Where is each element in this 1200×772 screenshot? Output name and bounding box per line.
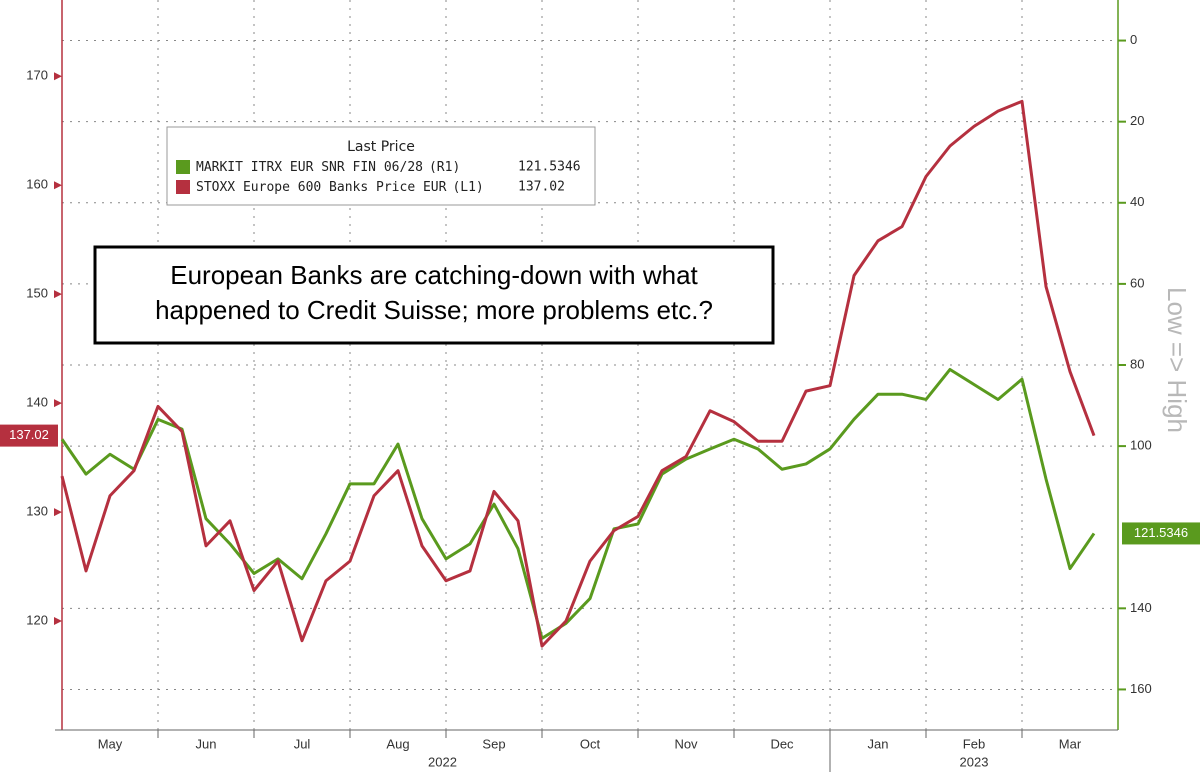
legend-swatch bbox=[176, 160, 190, 174]
last-price-tag bbox=[1122, 522, 1200, 545]
legend-last-price: 137.02 bbox=[518, 180, 565, 195]
y-tick-label: 130 bbox=[26, 504, 48, 519]
legend-last-price: 121.5346 bbox=[518, 160, 581, 175]
y2-tick-label: 40 bbox=[1130, 194, 1144, 209]
last-price-label: 137.02 bbox=[9, 427, 49, 442]
series-line bbox=[60, 99, 1096, 648]
x-tick-label: Mar bbox=[1059, 736, 1082, 751]
y2-tick-label: 20 bbox=[1130, 113, 1144, 128]
y2-tick-label: 0 bbox=[1130, 32, 1137, 47]
annotation-box bbox=[93, 245, 775, 345]
legend-swatch bbox=[176, 180, 190, 194]
year-label: 2023 bbox=[960, 754, 989, 769]
y-tick-mark bbox=[54, 290, 62, 299]
x-tick-label: Jun bbox=[196, 736, 217, 751]
x-tick-label: Jul bbox=[294, 736, 311, 751]
y-tick-mark bbox=[54, 181, 62, 190]
y-tick-mark bbox=[54, 617, 62, 626]
legend-entry: STOXX Europe 600 Banks Price EUR (L1) bbox=[196, 180, 484, 195]
x-tick-label: May bbox=[98, 736, 123, 751]
x-tick-label: Dec bbox=[770, 736, 794, 751]
legend-axis-tag: (L1) bbox=[452, 180, 483, 195]
legend-name: STOXX Europe 600 Banks Price EUR bbox=[196, 180, 447, 195]
x-tick-label: Oct bbox=[580, 736, 601, 751]
x-tick-label: Jan bbox=[868, 736, 889, 751]
last-price-tag bbox=[0, 424, 58, 447]
year-label: 2022 bbox=[428, 754, 457, 769]
y-tick-mark bbox=[54, 508, 62, 517]
y-tick-label: 160 bbox=[26, 177, 48, 192]
y2-tick-label: 80 bbox=[1130, 356, 1144, 371]
legend-title: Last Price bbox=[347, 139, 415, 155]
series-line bbox=[60, 367, 1096, 640]
last-price-label: 121.5346 bbox=[1134, 525, 1188, 540]
x-tick-label: Feb bbox=[963, 736, 985, 751]
y-tick-mark bbox=[54, 399, 62, 408]
legend-box bbox=[166, 126, 596, 206]
y2-tick-label: 60 bbox=[1130, 275, 1144, 290]
y-tick-label: 120 bbox=[26, 612, 48, 627]
legend-entry: MARKIT ITRX EUR SNR FIN 06/28 (R1) bbox=[196, 160, 460, 175]
legend: Last Price MARKIT ITRX EUR SNR FIN 06/28… bbox=[166, 126, 596, 206]
y2-tick-label: 160 bbox=[1130, 681, 1152, 696]
y-tick-label: 150 bbox=[26, 286, 48, 301]
x-tick-label: Nov bbox=[674, 736, 698, 751]
legend-name: MARKIT ITRX EUR SNR FIN 06/28 bbox=[196, 160, 423, 175]
legend-axis-tag: (R1) bbox=[429, 160, 460, 175]
y-tick-label: 140 bbox=[26, 395, 48, 410]
y2-tick-label: 140 bbox=[1130, 600, 1152, 615]
annotation: European Banks are catching-down with wh… bbox=[93, 245, 775, 345]
y2-tick-label: 100 bbox=[1130, 438, 1152, 453]
x-tick-label: Sep bbox=[482, 736, 505, 751]
y-tick-label: 170 bbox=[26, 68, 48, 83]
y-tick-mark bbox=[54, 72, 62, 81]
y2-axis-label: Low => High bbox=[1162, 287, 1192, 433]
annotation-line: European Banks are catching-down with wh… bbox=[170, 260, 698, 290]
x-tick-label: Aug bbox=[386, 736, 409, 751]
annotation-line: happened to Credit Suisse; more problems… bbox=[155, 295, 713, 325]
